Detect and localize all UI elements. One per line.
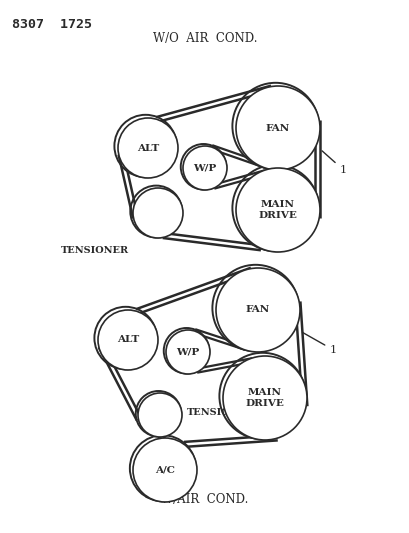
Circle shape: [236, 86, 319, 170]
Circle shape: [133, 438, 196, 502]
Text: W/O  AIR  COND.: W/O AIR COND.: [153, 31, 256, 44]
Text: W/P: W/P: [193, 164, 216, 173]
Text: ALT: ALT: [117, 335, 139, 344]
Text: A/C: A/C: [155, 465, 175, 474]
Text: 8307  1725: 8307 1725: [12, 18, 92, 31]
Circle shape: [166, 330, 209, 374]
Text: ALT: ALT: [137, 143, 159, 152]
Circle shape: [182, 146, 227, 190]
Circle shape: [222, 356, 306, 440]
Text: TENSIONER: TENSIONER: [61, 246, 129, 255]
Circle shape: [216, 268, 299, 352]
Text: MAIN
DRIVE: MAIN DRIVE: [258, 200, 297, 220]
Text: TENSIONER: TENSIONER: [187, 408, 254, 417]
Text: MAIN
DRIVE: MAIN DRIVE: [245, 389, 284, 408]
Text: 1: 1: [321, 151, 346, 175]
Circle shape: [98, 310, 157, 370]
Text: W/P: W/P: [176, 348, 199, 357]
Text: FAN: FAN: [245, 305, 270, 314]
Text: W/AIR  COND.: W/AIR COND.: [161, 494, 248, 506]
Circle shape: [133, 188, 182, 238]
Circle shape: [118, 118, 178, 178]
Circle shape: [236, 168, 319, 252]
Text: FAN: FAN: [265, 124, 290, 133]
Text: 1: 1: [302, 333, 336, 355]
Circle shape: [138, 393, 182, 437]
